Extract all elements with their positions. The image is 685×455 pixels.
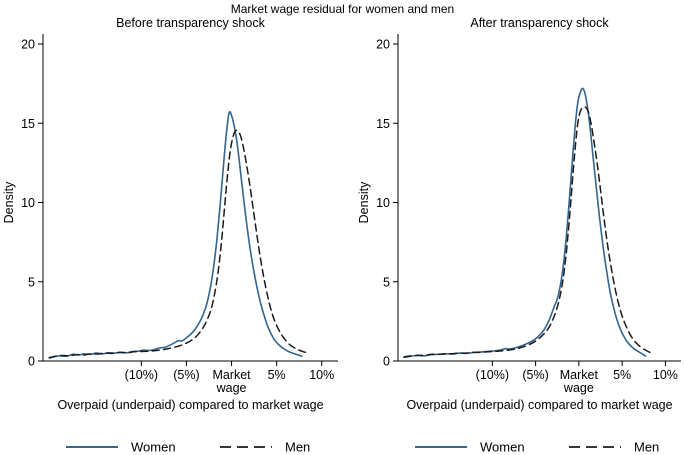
y-tick-label: 5: [28, 275, 35, 289]
legend-women-label: Women: [480, 440, 525, 455]
x-axis-title: Overpaid (underpaid) compared to market …: [57, 398, 323, 412]
panel-title-after: After transparency shock: [470, 16, 609, 30]
legend-men-label: Men: [285, 440, 310, 455]
x-tick-label-line2: wage: [216, 381, 247, 395]
y-tick-label: 10: [376, 196, 390, 210]
panel-title-before: Before transparency shock: [116, 16, 265, 30]
x-tick-label: 10%: [309, 368, 334, 382]
x-tick-label: Market: [212, 368, 251, 382]
y-tick-label: 5: [383, 275, 390, 289]
y-tick-label: 0: [28, 355, 35, 369]
men-curve: [403, 106, 653, 358]
x-tick-label: (10%): [476, 368, 509, 382]
y-axis-title: Density: [357, 181, 371, 223]
legend-women-label: Women: [131, 440, 176, 455]
x-tick-label-line2: wage: [563, 381, 594, 395]
y-axis-title: Density: [2, 181, 16, 223]
x-tick-label: (5%): [522, 368, 548, 382]
x-tick-label: 5%: [613, 368, 631, 382]
y-tick-label: 15: [376, 117, 390, 131]
x-tick-label: (5%): [173, 368, 199, 382]
y-tick-label: 20: [376, 38, 390, 52]
y-tick-label: 15: [21, 117, 35, 131]
figure-title: Market wage residual for women and men: [230, 2, 455, 16]
y-tick-label: 0: [383, 355, 390, 369]
legend-men-label: Men: [634, 440, 659, 455]
y-tick-label: 10: [21, 196, 35, 210]
x-tick-label: Market: [560, 368, 599, 382]
y-tick-label: 20: [21, 38, 35, 52]
x-tick-label: 10%: [653, 368, 678, 382]
panel-after-shock: After transparency shock 0 5 10 15 20 (10%) (5…: [343, 0, 685, 455]
women-curve: [48, 110, 303, 359]
men-curve: [48, 129, 309, 359]
x-axis-title: Overpaid (underpaid) compared to market …: [406, 398, 672, 412]
panel-before-shock: Before transparency shock 0 5 10 15 20 (10%) (…: [0, 0, 342, 455]
women-curve: [403, 87, 647, 359]
x-tick-label: (10%): [125, 368, 158, 382]
x-tick-label: 5%: [268, 368, 286, 382]
